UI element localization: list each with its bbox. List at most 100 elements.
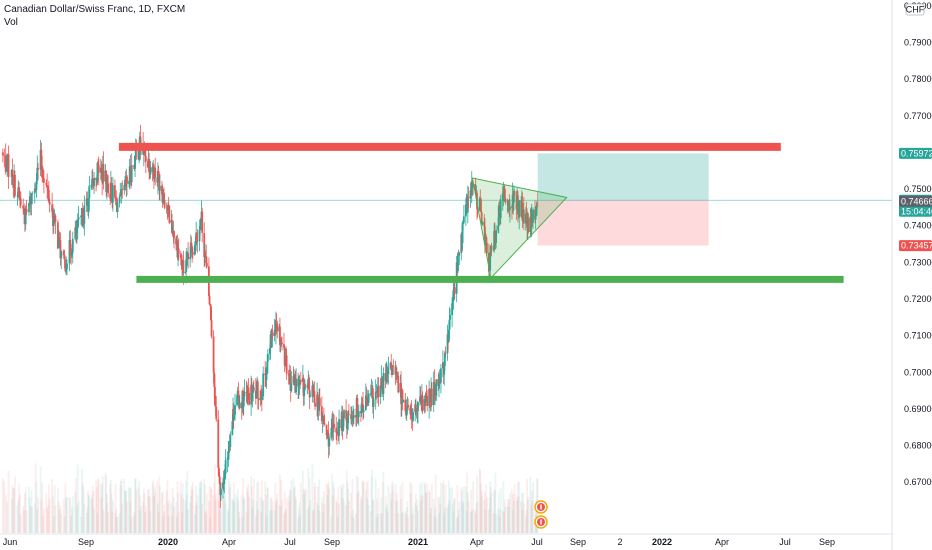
candle [297,375,300,399]
candle-body [474,185,477,194]
long-position-profit-zone [537,153,709,201]
candle [323,414,326,426]
volume-bar [421,495,424,533]
volume-bar [280,479,283,533]
volume-bar [283,513,285,533]
candle-body [257,398,260,401]
volume-bar [203,484,206,533]
volume-bar [175,502,177,533]
volume-bar [91,495,93,533]
candle-body [217,419,220,469]
volume-bar [435,517,438,533]
candle-body [77,217,80,220]
volume-bar [284,511,287,533]
volume-bar [80,516,82,533]
volume-bar [36,508,39,533]
volume-bar [416,499,419,533]
volume-bar [4,495,7,533]
candle [392,359,395,375]
candle [336,431,338,445]
earnings-event-icon[interactable] [534,500,548,514]
candle [391,364,394,376]
volume-bar [31,506,34,533]
volume-bar [307,468,310,533]
candle-body [308,389,311,398]
volume-bar [102,510,105,533]
volume-bar [23,509,25,533]
volume-bar [138,510,141,533]
candle-body [85,198,88,206]
volume-bar [220,509,222,533]
volume-bar [111,500,114,533]
candle-body [290,383,293,391]
candle [326,432,329,440]
volume-bar [489,486,492,533]
volume-bar [420,495,423,533]
candle-body [279,326,281,345]
volume-bar [85,512,88,533]
candle-body [182,260,185,273]
candle-body [205,256,208,264]
volume-bar [195,486,198,533]
volume-bar [392,490,395,533]
volume-bar [438,497,441,533]
dividend-event-icon[interactable] [534,515,548,529]
candle-body [232,408,235,419]
volume-bar [213,482,216,533]
volume-bar [345,505,347,533]
candle-body [417,402,419,411]
volume-bar [236,489,239,533]
candle-body [453,287,456,294]
drawings[interactable] [0,142,892,283]
candle-body [487,252,490,272]
event-badge-mark [540,519,542,525]
candle-body [289,375,292,391]
volume-bar [177,492,179,533]
volume-bar [68,496,71,533]
candle-body [54,215,57,223]
volume-bar [189,502,192,533]
volume-bar [204,510,207,533]
candle-body [97,165,100,173]
volume-bar [210,488,213,533]
candle-body [218,468,220,477]
candle [271,324,274,340]
volume-bar [179,481,182,533]
candle-body [326,432,329,436]
volume-bar [522,492,525,533]
candle [312,381,314,397]
candle-body [503,194,506,199]
volume-bar [23,493,26,533]
volume-bar [352,509,355,533]
volume-bar [270,496,273,533]
candle-body [433,381,436,395]
volume-bar [223,478,226,533]
event-badges[interactable] [534,500,548,529]
volume-bar [191,489,194,533]
candle [71,231,74,264]
candle-body [173,230,175,239]
volume-bar [231,498,234,533]
long-position-loss-zone [537,200,709,246]
volume-bar [340,487,343,533]
candle-body [120,189,123,194]
candle-body [532,209,534,223]
time-tick-label: Jun [3,537,18,547]
candle-body [466,197,469,213]
volume-bar [337,486,340,533]
candle [97,156,100,186]
candle-body [88,187,91,199]
volume-bar [335,499,338,533]
candle-body [110,182,113,200]
volume-bar [119,485,122,533]
candle [372,396,375,419]
candle-body [189,256,192,260]
volume-bar [404,511,407,533]
candle [85,191,88,213]
candle-body [185,259,187,272]
volume-bar [232,482,235,533]
